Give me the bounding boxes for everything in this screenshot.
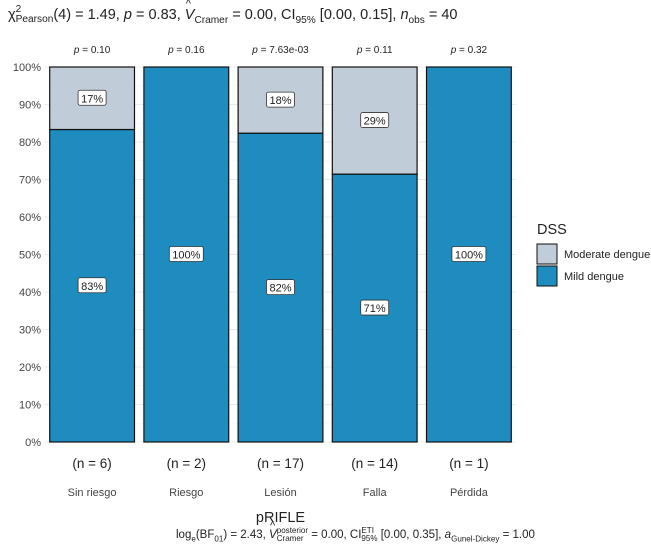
data-label: 82% xyxy=(269,283,291,295)
x-tick-label: Sin riesgo xyxy=(68,487,117,499)
y-tick-label: 70% xyxy=(19,175,41,187)
y-tick-label: 60% xyxy=(19,212,41,224)
x-axis-title: pRIFLE xyxy=(256,510,305,526)
p-value-label: p = 0.16 xyxy=(167,45,205,56)
x-tick-label: Falla xyxy=(363,487,388,499)
data-label: 83% xyxy=(81,281,103,293)
p-value-label: p = 7.63e-03 xyxy=(251,45,309,56)
y-tick-label: 40% xyxy=(19,287,41,299)
y-tick-label: 0% xyxy=(25,437,41,449)
p-value-label: p = 0.32 xyxy=(450,45,488,56)
bar-mild-dengue xyxy=(425,66,512,443)
y-tick-label: 20% xyxy=(19,362,41,374)
y-tick-label: 100% xyxy=(13,62,41,74)
bar-moderate-dengue xyxy=(49,66,136,131)
n-count-label: (n = 17) xyxy=(257,456,304,471)
y-tick-label: 30% xyxy=(19,325,41,337)
data-label-box xyxy=(451,246,487,262)
x-tick-label: Lesión xyxy=(264,487,296,499)
y-tick-label: 10% xyxy=(19,400,41,412)
y-tick-label: 50% xyxy=(19,250,41,262)
data-label-box xyxy=(360,112,390,128)
data-label: 18% xyxy=(269,95,291,107)
data-label: 100% xyxy=(455,250,483,262)
legend-title: DSS xyxy=(537,222,567,238)
x-tick-label: Pérdida xyxy=(450,487,489,499)
data-label-box xyxy=(168,246,204,262)
legend-key xyxy=(536,243,558,265)
n-count-label: (n = 1) xyxy=(449,456,488,471)
data-label-box xyxy=(266,91,295,108)
data-label: 71% xyxy=(364,303,386,315)
x-tick-label: Riesgo xyxy=(169,487,203,499)
data-label: 17% xyxy=(81,93,103,105)
p-value-label: p = 0.11 xyxy=(356,45,393,56)
data-label-box xyxy=(77,277,107,294)
data-label: 29% xyxy=(364,116,386,128)
data-label: 100% xyxy=(172,250,200,262)
n-count-label: (n = 14) xyxy=(351,456,398,471)
legend-key xyxy=(536,265,558,287)
data-label-box xyxy=(266,279,295,295)
legend-label: Moderate dengue xyxy=(564,249,650,261)
data-label-box xyxy=(77,89,107,106)
legend-label: Mild dengue xyxy=(564,271,624,283)
data-label-box xyxy=(360,299,390,316)
bar-mild-dengue xyxy=(143,66,230,443)
y-tick-label: 90% xyxy=(19,100,41,112)
n-count-label: (n = 6) xyxy=(72,456,111,471)
n-count-label: (n = 2) xyxy=(167,456,206,471)
y-tick-label: 80% xyxy=(19,137,41,149)
p-value-label: p = 0.10 xyxy=(73,45,111,56)
